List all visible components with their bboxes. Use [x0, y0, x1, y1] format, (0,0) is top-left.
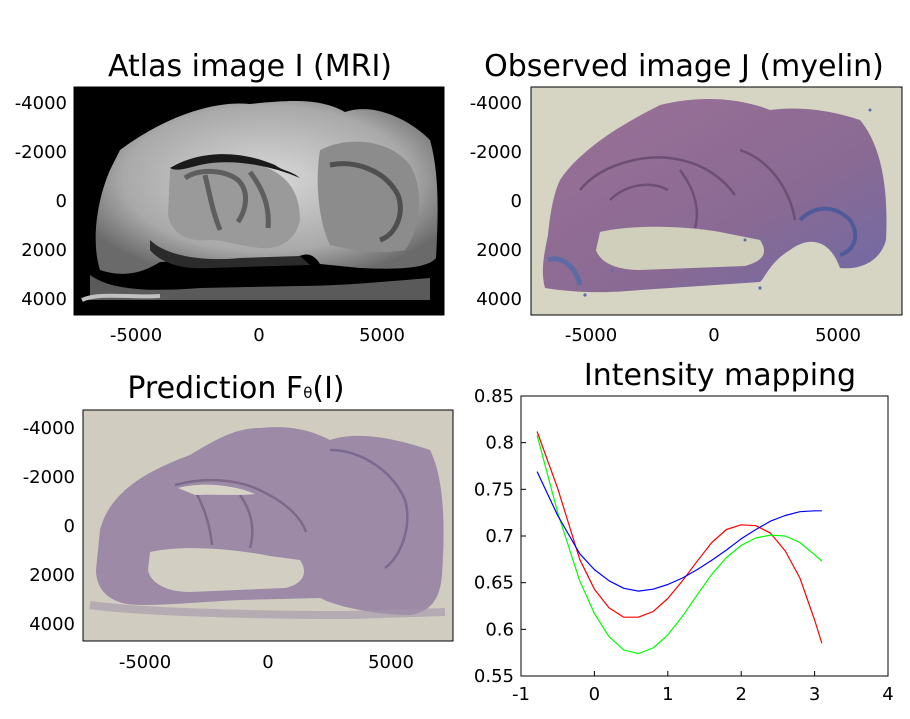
observed-xtick: 5000 — [815, 325, 861, 346]
atlas-ytick: 4000 — [21, 289, 67, 310]
panel-intensity-mapping: Intensity mapping -1 0 1 2 3 4 0.55 0.6 0.65 0.7 0… — [474, 358, 894, 705]
atlas-mri-image — [81, 101, 438, 302]
panel-prediction: Prediction Fθ(I) -4000 -2000 0 2000 4000… — [23, 371, 454, 673]
x-tick-label: 3 — [809, 684, 820, 705]
prediction-xtick: -5000 — [119, 652, 171, 673]
prediction-ytick: -4000 — [23, 418, 75, 439]
prediction-x-ticks: -5000 0 5000 — [119, 652, 414, 673]
y-tick-label: 0.85 — [474, 386, 514, 407]
prediction-y-ticks: -4000 -2000 0 2000 4000 — [23, 418, 75, 635]
observed-ytick: 2000 — [476, 240, 522, 261]
x-tick-label: -1 — [512, 684, 530, 705]
prediction-ytick: 4000 — [29, 614, 75, 635]
prediction-xtick: 0 — [262, 652, 273, 673]
chart-title: Intensity mapping — [584, 358, 856, 393]
atlas-ytick: -4000 — [15, 93, 67, 114]
red-series-line — [536, 431, 823, 644]
observed-title: Observed image J (myelin) — [484, 49, 884, 84]
observed-y-ticks: -4000 -2000 0 2000 4000 — [470, 93, 522, 310]
chart-lines — [536, 431, 823, 655]
y-tick-label: 0.75 — [474, 479, 514, 500]
prediction-ytick: -2000 — [23, 467, 75, 488]
observed-ytick: -4000 — [470, 93, 522, 114]
y-tick-label: 0.55 — [474, 666, 514, 687]
y-tick-label: 0.65 — [474, 573, 514, 594]
prediction-xtick: 5000 — [368, 652, 414, 673]
observed-histology-image — [542, 98, 887, 297]
plot-area — [520, 395, 889, 677]
blue-series-line — [536, 471, 822, 592]
atlas-xtick: -5000 — [110, 325, 162, 346]
observed-x-ticks: -5000 0 5000 — [565, 325, 861, 346]
y-tick-label: 0.8 — [485, 433, 514, 454]
observed-ytick: 0 — [511, 191, 522, 212]
y-tick-label: 0.7 — [485, 526, 514, 547]
prediction-title-main: Prediction F — [127, 371, 303, 406]
atlas-ytick: 0 — [56, 191, 67, 212]
atlas-x-ticks: -5000 0 5000 — [110, 325, 405, 346]
atlas-xtick: 0 — [253, 325, 264, 346]
atlas-title: Atlas image I (MRI) — [108, 49, 392, 84]
prediction-image — [89, 427, 446, 620]
prediction-title-tail: (I) — [312, 371, 344, 406]
panel-atlas: Atlas image I (MRI) -4000 -2000 0 2000 4… — [15, 49, 445, 346]
prediction-title: Prediction Fθ(I) — [127, 371, 344, 406]
x-tick-label: 0 — [589, 684, 600, 705]
x-tick-label: 4 — [882, 684, 893, 705]
atlas-ytick: 2000 — [21, 240, 67, 261]
observed-ytick: 4000 — [476, 289, 522, 310]
atlas-y-ticks: -4000 -2000 0 2000 4000 — [15, 93, 67, 310]
x-tick-label: 2 — [735, 684, 746, 705]
panel-observed: Observed image J (myelin) -4000 -2000 0 … — [470, 49, 903, 346]
chart-ticks: -1 0 1 2 3 4 0.55 0.6 0.65 0.7 0.75 0.8 0.85 — [474, 386, 894, 705]
prediction-ytick: 0 — [64, 516, 75, 537]
prediction-ytick: 2000 — [29, 565, 75, 586]
green-series-line — [536, 435, 823, 655]
atlas-xtick: 5000 — [359, 325, 405, 346]
observed-xtick: 0 — [708, 325, 719, 346]
y-tick-label: 0.6 — [485, 619, 514, 640]
atlas-ytick: -2000 — [15, 142, 67, 163]
prediction-title-sub: θ — [303, 384, 312, 402]
observed-ytick: -2000 — [470, 142, 522, 163]
x-tick-label: 1 — [662, 684, 673, 705]
observed-xtick: -5000 — [565, 325, 617, 346]
